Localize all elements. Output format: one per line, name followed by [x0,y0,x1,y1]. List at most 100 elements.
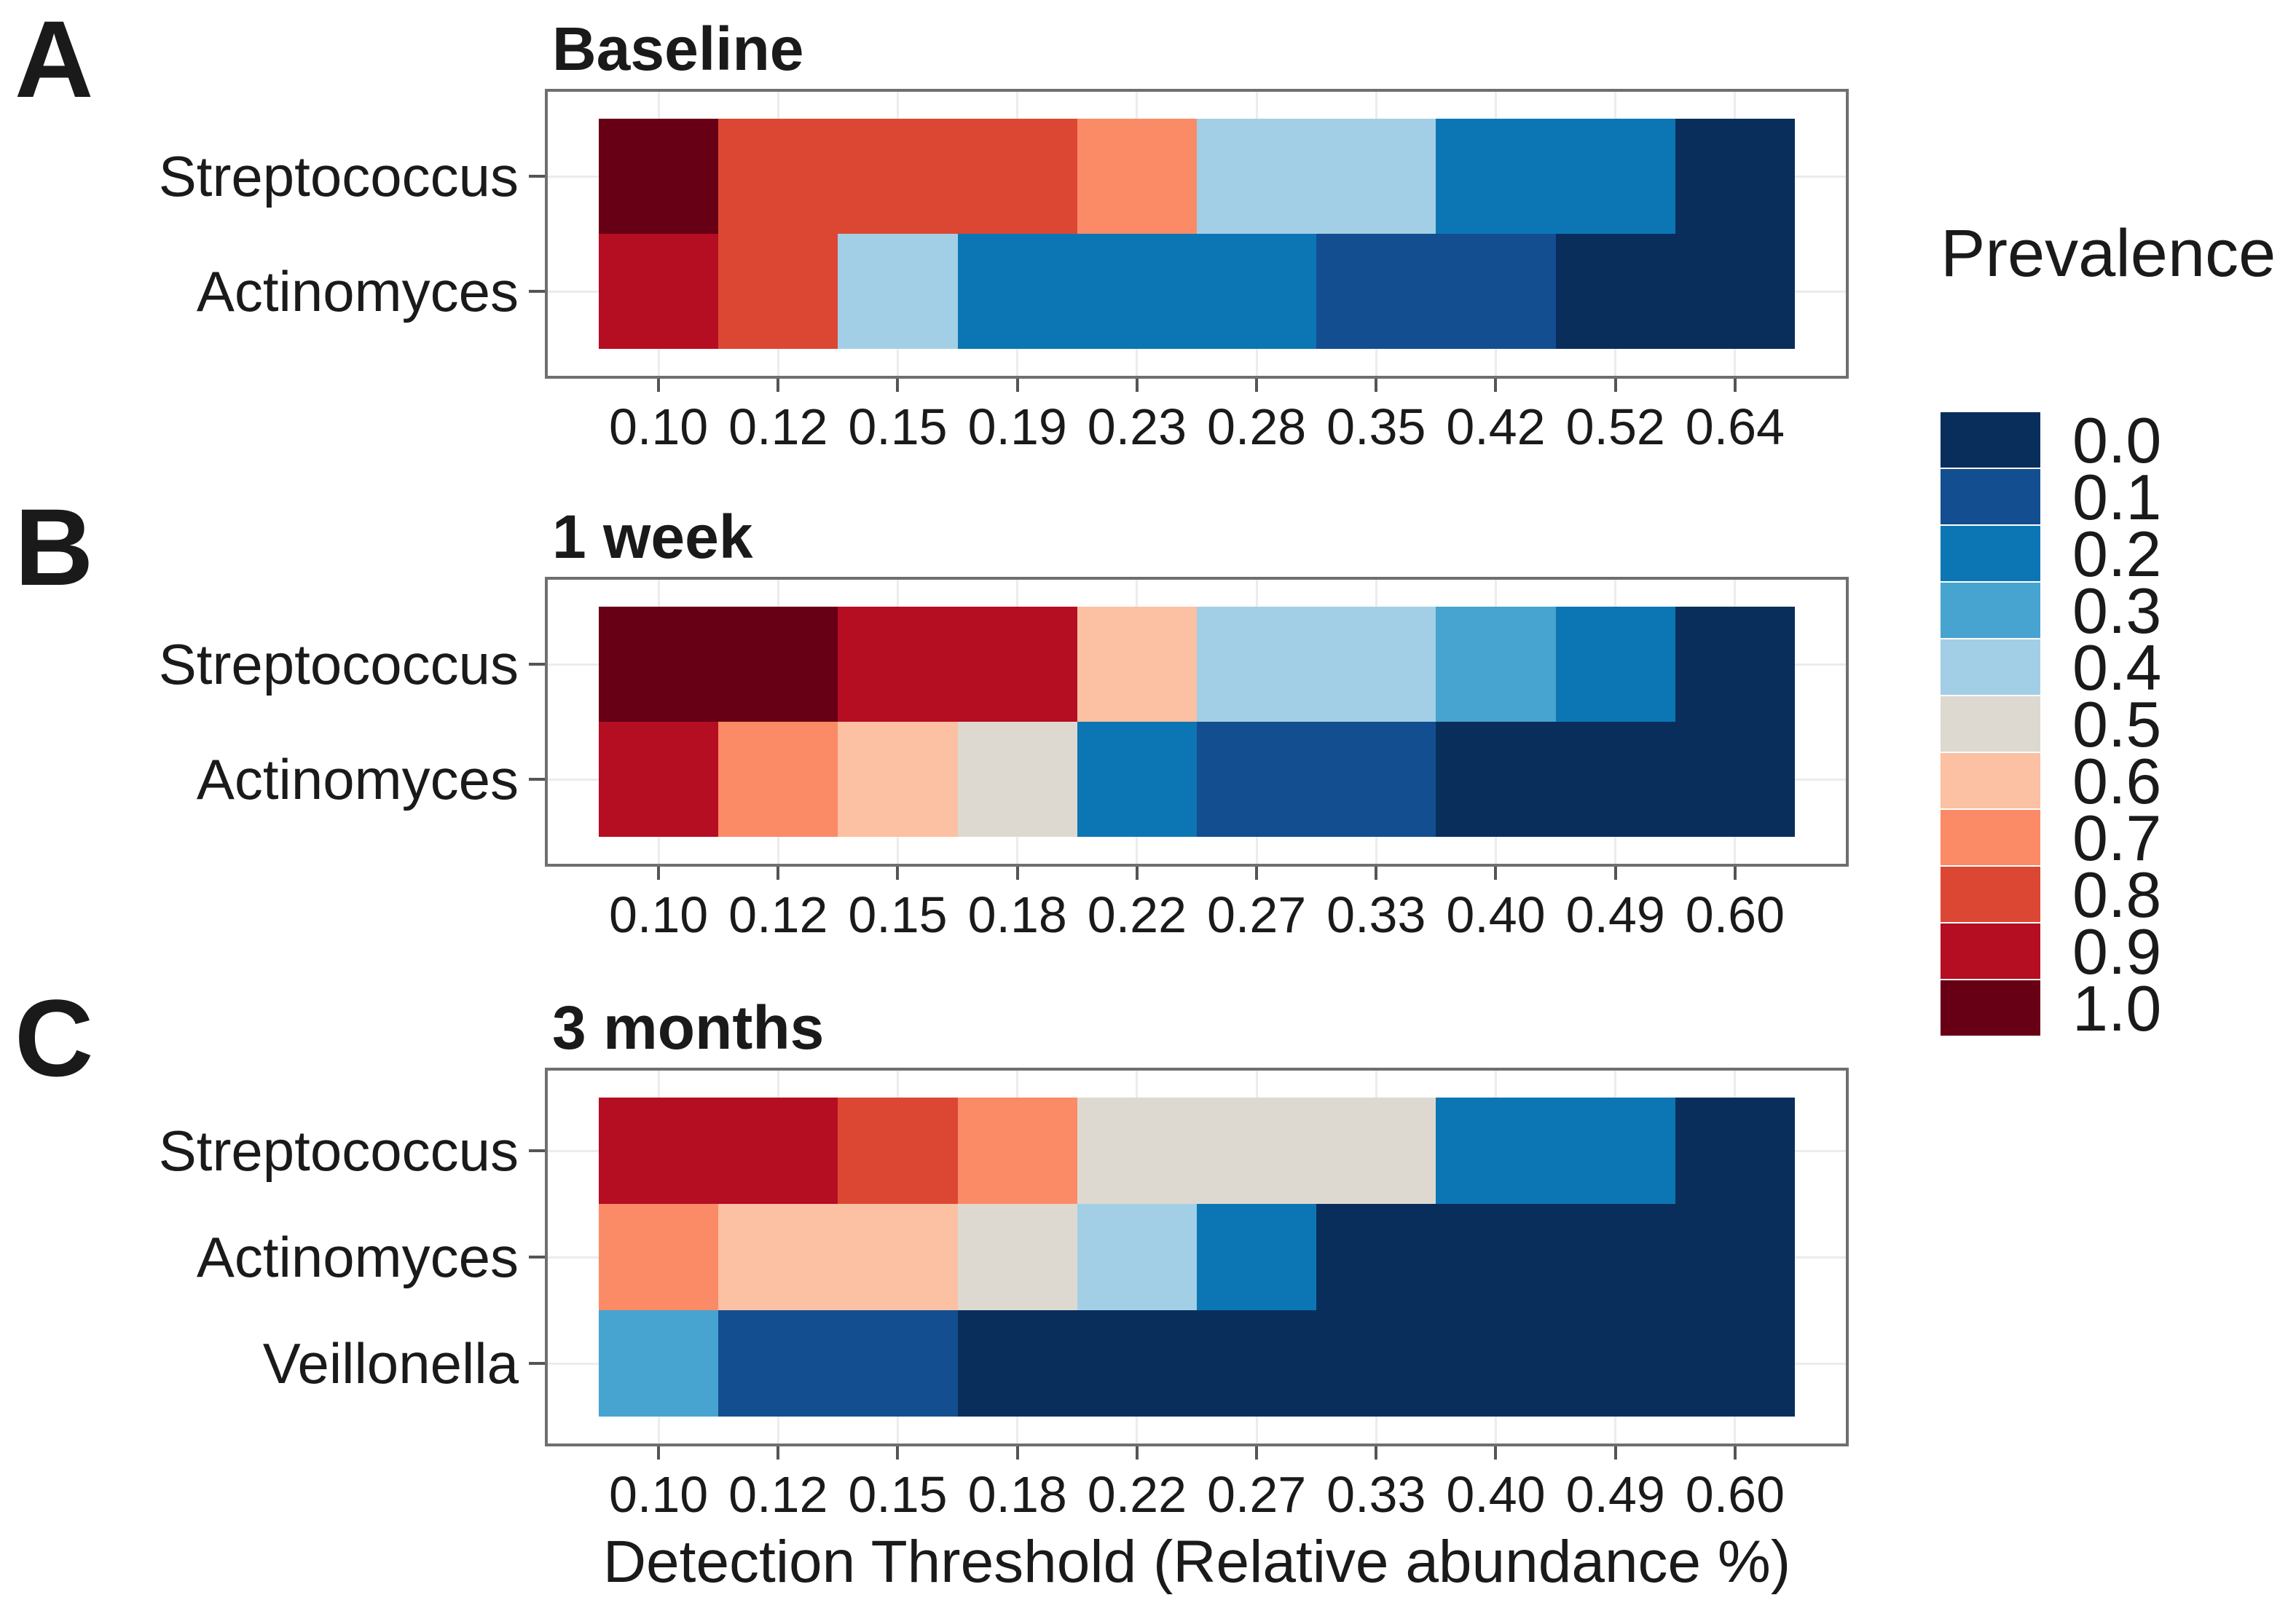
x-tick-slot [718,379,838,395]
heatmap-cell [1436,234,1556,349]
heatmap-cell [1196,607,1317,722]
legend-entry: 0.1 [1941,461,2276,533]
x-tick-label: 0.10 [608,1466,709,1523]
x-tick [1613,867,1617,880]
y-axis-label-row: Actinomyces [0,1204,545,1310]
x-tick [777,379,780,392]
legend-label: 0.1 [2072,461,2162,533]
x-tick [657,867,661,880]
x-tick-label: 0.42 [1446,398,1546,455]
y-axis-label-row: Veillonella [0,1310,545,1417]
heatmap-cell [1196,1098,1317,1204]
x-tick-slot [1197,867,1316,883]
x-tick-label: 0.49 [1565,886,1665,943]
x-axis-labels: 0.10 0.12 0.15 0.19 0.23 0.28 0.35 0.42 0.52 0.64 [599,395,1795,459]
heatmap-cell [718,607,838,722]
x-tick [1494,1446,1498,1460]
heatmap-cell [957,1310,1077,1417]
heatmap-cell [1555,722,1675,837]
panel-a: A Baseline Streptococcus Actinomyces 0.10 0.1… [0,4,2296,459]
x-tick-label: 0.10 [608,886,709,943]
y-axis-label: Streptococcus [158,143,519,208]
heatmap-cell [1196,1310,1317,1417]
x-axis-ticks [599,1446,1795,1462]
x-tick [896,1446,900,1460]
x-tick-label: 0.60 [1685,1466,1785,1523]
x-tick-label: 0.40 [1446,1466,1546,1523]
x-tick [1375,1446,1378,1460]
x-tick-slot [1316,867,1436,883]
y-tick [529,1362,545,1365]
x-tick-label: 0.15 [848,886,948,943]
heatmap-cell [1436,1310,1556,1417]
x-tick-label: 0.22 [1087,886,1187,943]
heatmap-cell [838,1310,958,1417]
heatmap-cell [718,1204,838,1310]
x-tick [1255,1446,1259,1460]
x-axis-ticks [599,379,1795,395]
x-tick-slot [599,1446,718,1462]
panel-title: 1 week [552,503,753,571]
legend-label: 0.7 [2072,802,2162,874]
heatmap-cell [599,1310,719,1417]
y-tick [529,778,545,781]
heatmap-cell [1077,607,1197,722]
x-tick [896,379,900,392]
x-tick-slot [1077,1446,1197,1462]
heatmap-cell [1675,1310,1795,1417]
heatmap-cell [838,1204,958,1310]
x-tick [1135,867,1139,880]
x-tick-slot [1556,379,1675,395]
y-axis-label-row: Streptococcus [0,119,545,234]
legend-entry: 0.4 [1941,636,2276,700]
y-axis-label: Actinomyces [196,747,519,811]
legend-entry: 0.7 [1941,802,2276,874]
heatmap-cell [1316,722,1436,837]
legend-label: 0.9 [2072,915,2162,988]
y-tick [529,663,545,666]
x-tick-label: 0.10 [608,398,709,455]
legend-swatch [1941,412,2040,468]
legend-swatch [1941,980,2040,1036]
x-tick-label: 0.12 [728,398,828,455]
y-axis-label-row: Actinomyces [0,234,545,349]
x-tick-label: 0.23 [1087,398,1187,455]
heatmap-cell [599,722,719,837]
x-axis-title: Detection Threshold (Relative abundance … [602,1529,1791,1595]
heatmap-cell [1077,234,1197,349]
x-tick-slot [1675,1446,1795,1462]
x-tick-slot [1675,379,1795,395]
heatmap-cell [838,1098,958,1204]
x-tick-slot [1316,1446,1436,1462]
x-tick [1733,1446,1737,1460]
heatmap-box [545,89,1849,379]
x-tick-label: 0.27 [1206,1466,1307,1523]
x-tick [1135,379,1139,392]
x-tick-label: 0.18 [967,1466,1067,1523]
legend-swatch [1941,696,2040,752]
heatmap-cell [1675,119,1795,234]
heatmap-cell [1675,234,1795,349]
panel-letter: A [15,0,94,120]
legend-label: 0.2 [2072,518,2162,590]
heatmap-cell [1316,1204,1436,1310]
y-axis-label-row: Streptococcus [0,607,545,722]
x-tick [1255,867,1259,880]
x-tick [1255,379,1259,392]
legend-title: Prevalence [1941,216,2276,291]
y-axis-labels: Streptococcus Actinomyces [0,89,545,349]
panel-letter: C [15,977,94,1099]
x-axis: 0.10 0.12 0.15 0.18 0.22 0.27 0.33 0.40 0.49 0.60 [545,867,1849,947]
x-tick [1494,867,1498,880]
heatmap-cell [1555,119,1675,234]
heatmap-cell [1316,1098,1436,1204]
x-tick-label: 0.35 [1326,398,1426,455]
x-tick-slot [1077,867,1197,883]
legend: Prevalence 0.0 0.1 0.2 0.3 0.4 0.5 0.6 0.7 0.8 0.… [1941,216,2276,1041]
legend-entry: 0.2 [1941,518,2276,590]
x-tick-slot [1436,867,1555,883]
plot-row: Streptococcus Actinomyces Veillonella [0,1068,2296,1446]
y-axis-labels: Streptococcus Actinomyces [0,577,545,837]
x-tick-label: 0.12 [728,886,828,943]
